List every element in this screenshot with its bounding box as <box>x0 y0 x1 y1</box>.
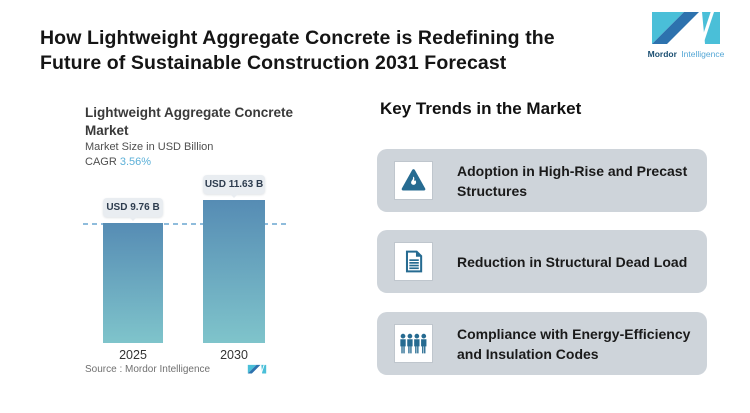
brand-name-light: Intelligence <box>681 49 725 59</box>
trend-card-high-rise: Adoption in High-Rise and Precast Struct… <box>377 149 707 212</box>
chart-source: Source : Mordor Intelligence <box>85 364 267 375</box>
mordor-logo-mini-icon <box>247 364 267 375</box>
flame-triangle-icon <box>401 169 426 191</box>
bar-value-label-2025: USD 9.76 B <box>103 198 163 221</box>
trend-label: Reduction in Structural Dead Load <box>457 253 688 270</box>
trends-heading: Key Trends in the Market <box>380 99 582 118</box>
trend-card-dead-load: Reduction in Structural Dead Load <box>377 230 707 293</box>
page-title-line1: How Lightweight Aggregate Concrete is Re… <box>40 27 555 49</box>
page-title-line2: Future of Sustainable Construction 2031 … <box>40 52 507 74</box>
trend-card-energy-codes: Compliance with Energy-Efficiency and In… <box>377 312 707 375</box>
chart-title-line1: Lightweight Aggregate Concrete <box>85 105 294 120</box>
chart-subtitle: Market Size in USD Billion <box>85 141 214 153</box>
trend-label: Compliance with Energy-Efficiency and In… <box>457 325 691 362</box>
people-group-icon <box>400 333 427 354</box>
trend-icon-box <box>394 324 433 363</box>
bar-2030 <box>203 200 265 343</box>
bar-value-label-2030: USD 11.63 B <box>203 175 265 198</box>
chart-title: Lightweight Aggregate Concrete Market <box>85 104 293 140</box>
chart-cagr: CAGR 3.56% <box>85 156 151 168</box>
document-icon <box>405 250 423 273</box>
chart-title-line2: Market <box>85 123 129 138</box>
trend-icon-box <box>394 242 433 281</box>
brand-wordmark: Mordor Intelligence <box>646 49 726 59</box>
cagr-value: 3.56% <box>119 156 152 168</box>
cagr-label: CAGR <box>85 156 117 168</box>
brand-name-bold: Mordor <box>647 49 677 59</box>
x-axis-label-2030: 2030 <box>220 348 248 362</box>
trend-label: Adoption in High-Rise and Precast Struct… <box>457 162 688 199</box>
bar-plot: USD 9.76 B USD 11.63 B 2025 2030 <box>83 175 287 362</box>
brand-logo: Mordor Intelligence <box>646 11 726 59</box>
reference-dashed-line <box>83 223 287 225</box>
bar-2025 <box>103 223 163 343</box>
page-title: How Lightweight Aggregate Concrete is Re… <box>40 26 555 76</box>
source-text: Source : Mordor Intelligence <box>85 364 211 375</box>
trend-icon-box <box>394 161 433 200</box>
x-axis-label-2025: 2025 <box>119 348 147 362</box>
mordor-logo-icon <box>652 11 720 47</box>
